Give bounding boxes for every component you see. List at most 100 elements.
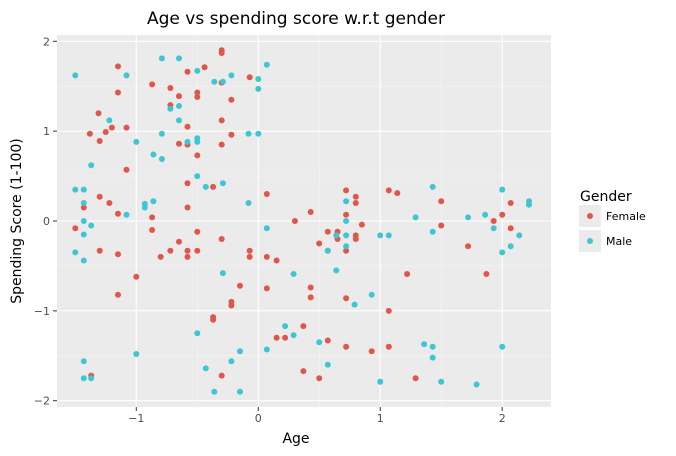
legend-label-female: Female <box>606 210 646 223</box>
data-point-female <box>210 316 217 323</box>
data-point-female <box>237 282 243 289</box>
data-point-female <box>176 238 182 245</box>
x-axis-ticks: −1 0 1 2 <box>128 407 506 425</box>
data-point-male <box>219 270 226 277</box>
data-point-female <box>194 228 201 235</box>
data-point-female <box>246 74 253 81</box>
data-point-male <box>507 243 514 250</box>
data-point-male <box>150 151 157 158</box>
data-point-male <box>263 346 270 353</box>
data-point-female <box>167 247 174 254</box>
data-point-female <box>108 124 115 131</box>
data-point-male <box>255 76 262 82</box>
data-point-female <box>106 200 113 206</box>
data-point-female <box>176 140 182 147</box>
data-point-male <box>316 339 323 346</box>
data-point-male <box>245 130 252 137</box>
data-point-female <box>307 294 314 301</box>
data-point-male <box>184 138 191 145</box>
data-point-female <box>273 334 280 341</box>
data-point-male <box>255 85 262 92</box>
legend-label-male: Male <box>606 235 632 248</box>
data-point-female <box>385 307 392 314</box>
data-point-male <box>377 232 384 239</box>
data-point-male <box>80 358 87 365</box>
legend: Gender Female Male <box>579 189 646 252</box>
data-point-male <box>72 186 79 193</box>
data-point-female <box>490 218 497 224</box>
data-point-male <box>465 214 472 221</box>
data-point-male <box>499 249 506 256</box>
data-point-male <box>473 381 480 388</box>
data-point-female <box>507 225 514 232</box>
data-point-female <box>157 253 164 260</box>
data-point-female <box>194 89 201 96</box>
data-point-male <box>421 341 428 348</box>
data-point-female <box>300 368 307 375</box>
data-point-female <box>282 334 289 341</box>
data-point-female <box>167 85 174 91</box>
data-point-male <box>194 138 201 145</box>
data-point-female <box>343 295 350 302</box>
data-point-female <box>201 64 208 71</box>
data-point-male <box>499 186 506 193</box>
data-point-female <box>102 129 109 135</box>
data-point-male <box>438 378 445 385</box>
data-point-female <box>184 180 191 187</box>
data-point-female <box>194 247 201 254</box>
data-point-female <box>507 200 514 206</box>
data-point-female <box>228 302 235 309</box>
data-point-male <box>150 198 157 205</box>
data-point-male <box>324 361 331 368</box>
data-point-male <box>228 72 235 79</box>
legend-marker-male <box>587 238 593 244</box>
data-point-female <box>307 284 314 291</box>
y-tick-label: 2 <box>43 35 50 48</box>
data-point-female <box>263 285 270 292</box>
data-point-male <box>499 343 506 350</box>
data-point-male <box>245 200 252 206</box>
data-point-female <box>80 204 87 211</box>
data-point-female <box>343 343 350 350</box>
data-point-male <box>202 183 209 190</box>
data-point-male <box>237 348 243 355</box>
data-point-male <box>228 358 235 365</box>
data-point-female <box>263 191 270 197</box>
data-point-male <box>123 211 130 218</box>
data-point-female <box>96 138 103 144</box>
data-point-male <box>282 323 289 330</box>
data-point-female <box>133 273 140 280</box>
legend-title: Gender <box>580 189 632 205</box>
data-point-female <box>404 271 411 277</box>
data-point-male <box>133 138 140 145</box>
data-point-female <box>291 218 298 224</box>
y-tick-label: 0 <box>43 215 50 228</box>
data-point-male <box>158 55 165 62</box>
data-point-female <box>218 117 225 124</box>
data-point-male <box>88 162 95 169</box>
data-point-female <box>316 240 323 247</box>
x-tick-label: −1 <box>128 412 144 425</box>
y-tick-label: 1 <box>43 125 50 138</box>
data-point-female <box>228 96 235 103</box>
data-point-female <box>96 193 103 200</box>
data-point-female <box>300 323 307 330</box>
data-point-female <box>385 187 392 194</box>
data-point-female <box>184 68 191 75</box>
data-points <box>72 47 532 395</box>
data-point-female <box>385 343 392 350</box>
data-point-male <box>194 67 201 74</box>
data-point-male <box>333 232 340 239</box>
data-point-female <box>184 204 191 211</box>
data-point-female <box>343 247 350 254</box>
data-point-female <box>95 110 102 117</box>
data-point-male <box>412 214 419 221</box>
data-point-female <box>218 372 225 379</box>
data-point-female <box>210 183 217 190</box>
data-point-female <box>184 247 191 254</box>
data-point-male <box>88 222 95 229</box>
legend-marker-female <box>587 213 593 219</box>
data-point-male <box>377 378 384 385</box>
data-point-male <box>72 249 79 256</box>
data-point-male <box>219 180 226 187</box>
